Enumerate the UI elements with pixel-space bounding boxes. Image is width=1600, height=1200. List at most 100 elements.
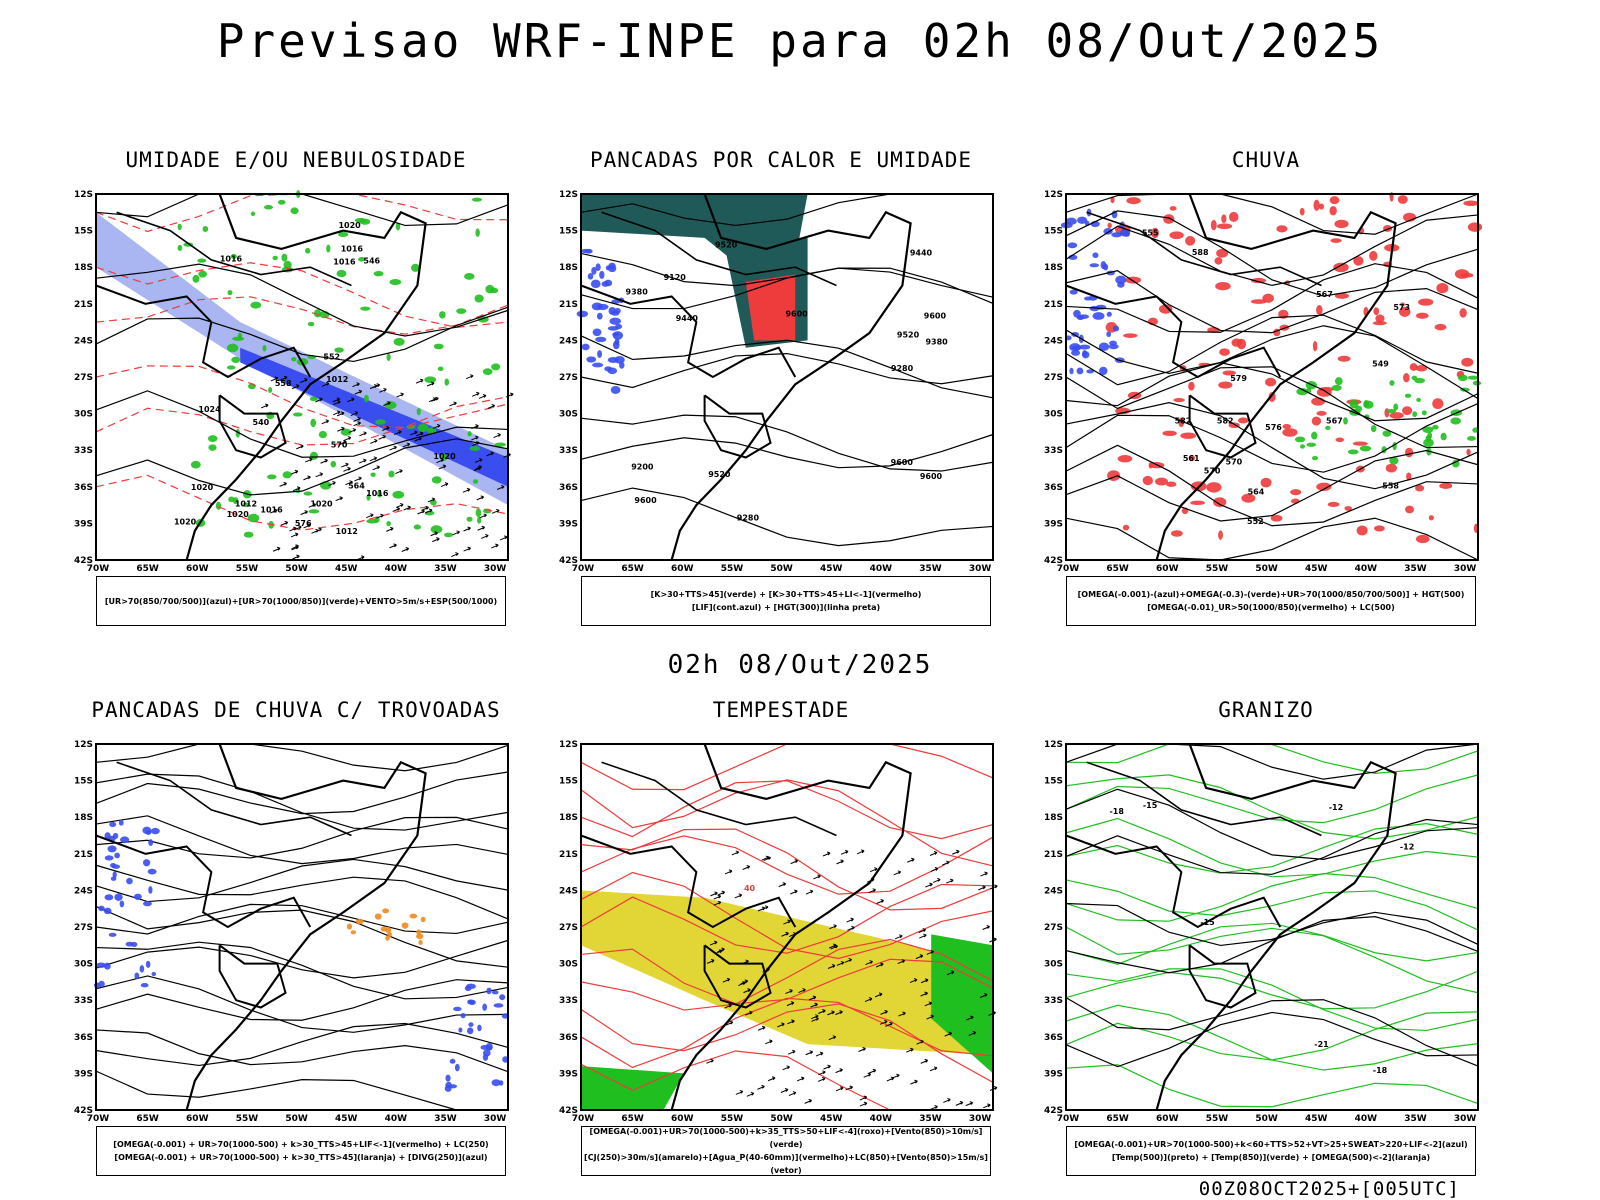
rain-area [1260,477,1272,488]
omega-blob [1099,366,1108,376]
streamline [1065,449,1479,522]
contour-label: 9520 [897,330,920,339]
contour-label: 1024 [198,405,221,414]
contour-label: 9440 [676,314,699,323]
wind-vector [786,1001,795,1007]
lifted-index-blob [612,332,620,337]
lat-label: 18S [559,813,578,823]
rain-area [1334,292,1350,299]
panel-legend: [UR>70(850/700/500)](azul)+[UR>70(1000/8… [96,576,506,626]
contour-label: 588 [1192,248,1209,257]
contour-label: 570 [1226,457,1243,466]
rain-area [1169,206,1177,211]
panel-title: PANCADAS DE CHUVA C/ TROVOADAS [91,698,501,722]
lifted-index-blob [607,326,619,331]
pressure-isobar [95,306,509,363]
divergence-blob [139,965,145,973]
wind-arrow [496,485,505,490]
wind-vector [735,1089,744,1095]
humidity-blob [444,532,453,538]
temperature-500 [1065,997,1479,1067]
wind-vector [835,1086,844,1092]
contour-label: 1016 [341,245,364,254]
lifted-index-blob [592,362,604,368]
contour-label: 540 [253,418,270,427]
rain-area [1333,262,1349,273]
wind-arrow [474,457,483,463]
map-frame [95,193,509,561]
wind-vector [713,900,722,906]
divergence-blob [482,1049,491,1057]
thunder-blob [374,913,382,920]
lat-label: 12S [74,190,93,200]
omega-strong-blob [1467,436,1476,441]
wind-arrow [341,462,349,468]
rain-area [1327,501,1340,507]
wind-vector [746,1091,755,1097]
rain-area [1163,214,1175,224]
panel-title: TEMPESTADE [712,698,850,722]
temperature-850 [1065,922,1479,965]
rain-area [1311,397,1326,406]
rain-area [1375,314,1385,323]
rain-area [1316,305,1323,316]
legend-line: [OMEGA(-0.001) + UR>70(1000-500) + k>30_… [114,1153,488,1162]
pressure-line [580,835,994,895]
rain-area [1415,484,1425,492]
rain-area [1268,392,1276,402]
humidity-blob [309,451,318,460]
contour-label: 570 [331,441,348,450]
lat-label: 36S [1044,483,1063,493]
humidity-blob [250,211,256,217]
omega-strong-blob [1347,449,1359,455]
run-timestamp: 00Z08OCT2025+[005UTC] [1198,1178,1460,1200]
wind-vector [864,997,873,1003]
wind-vector [740,979,749,985]
omega-strong-blob [1416,397,1421,402]
thunder-blob [350,930,357,935]
rain-area [1439,482,1453,489]
wind-vector [886,1076,895,1082]
contour-label: -12 [1329,803,1343,812]
lat-label: 24S [1044,336,1063,346]
contour-label: -15 [1143,801,1158,810]
humidity-blob [303,491,313,496]
contour-label: 40 [744,884,756,893]
omega-strong-blob [1355,405,1363,413]
wind-vector [743,988,751,994]
humidity-blob [309,396,318,402]
lat-label: 21S [1044,300,1063,310]
border [116,211,352,287]
lon-label: 55W [1206,1114,1229,1124]
panel-title: PANCADAS POR CALOR E UMIDADE [589,148,972,172]
wind-vector [817,1076,826,1082]
wind-vector [778,882,787,888]
humidity-blob [411,263,420,272]
wind-vector [846,917,854,923]
lat-label: 33S [559,446,578,456]
wind-vector [810,1002,818,1008]
lat-label: 15S [74,777,93,787]
omega-blob [1103,228,1113,235]
wind-vector [979,993,988,998]
rain-area [1218,381,1233,389]
pressure-line [580,779,994,867]
rain-area [1219,348,1230,356]
lat-label: 18S [1044,813,1063,823]
panel-chuva: CHUVA 12S 15S 18S 21S 24S 27S 30S 33S 36S 39S 42S 7… [1044,148,1486,626]
wind-arrow [308,502,317,508]
humidity-blob [439,311,446,319]
wind-arrow [499,535,508,541]
wind-arrow [430,531,438,537]
omega-strong-blob [1325,425,1331,431]
wind-vector [906,1047,914,1053]
wind-arrow [314,527,322,533]
divergence-blob [491,990,499,995]
wind-vector [895,934,903,940]
lat-label: 33S [74,446,93,456]
wind-arrow [436,458,444,464]
divergence-blob [119,900,125,908]
streamline [1065,270,1479,334]
omega-blob [1065,217,1077,225]
